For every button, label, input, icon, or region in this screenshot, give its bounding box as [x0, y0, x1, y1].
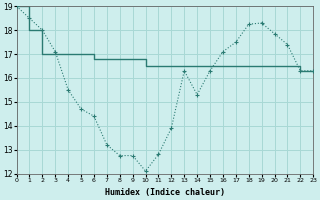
X-axis label: Humidex (Indice chaleur): Humidex (Indice chaleur)	[105, 188, 225, 197]
